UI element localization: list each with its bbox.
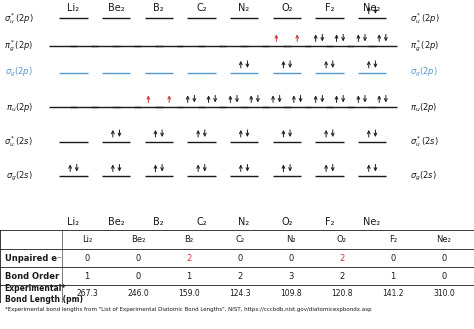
Text: $\sigma_g(2p)$: $\sigma_g(2p)$ <box>5 66 33 79</box>
Text: C₂: C₂ <box>236 235 245 244</box>
Text: $\pi_u(2p)$: $\pi_u(2p)$ <box>6 101 33 114</box>
Text: $\pi_g^*(2p)$: $\pi_g^*(2p)$ <box>410 38 439 54</box>
Text: 1: 1 <box>84 272 90 281</box>
Text: 124.3: 124.3 <box>229 290 251 298</box>
Text: 0: 0 <box>441 272 447 281</box>
Text: $\sigma_u^*(2p)$: $\sigma_u^*(2p)$ <box>3 11 33 26</box>
Text: 0: 0 <box>441 254 447 263</box>
Text: $\sigma_u^*(2s)$: $\sigma_u^*(2s)$ <box>4 134 33 149</box>
Text: $\sigma_u^*(2p)$: $\sigma_u^*(2p)$ <box>410 11 440 26</box>
Text: 310.0: 310.0 <box>433 290 455 298</box>
Text: 3: 3 <box>288 272 293 281</box>
Text: 2: 2 <box>339 272 345 281</box>
Text: Unpaired e⁻: Unpaired e⁻ <box>5 254 61 263</box>
Text: 0: 0 <box>136 272 141 281</box>
Text: $\sigma_g(2s)$: $\sigma_g(2s)$ <box>6 170 33 183</box>
Text: N₂: N₂ <box>238 217 250 227</box>
Text: Li₂: Li₂ <box>67 217 80 227</box>
Text: 0: 0 <box>390 254 395 263</box>
Text: 267.3: 267.3 <box>76 290 98 298</box>
Text: 2: 2 <box>339 254 345 263</box>
Text: 1: 1 <box>390 272 395 281</box>
Text: Ne₂: Ne₂ <box>364 217 381 227</box>
Text: C₂: C₂ <box>196 3 207 13</box>
Text: Be₂: Be₂ <box>108 217 125 227</box>
Text: O₂: O₂ <box>281 217 292 227</box>
Text: $\sigma_g(2s)$: $\sigma_g(2s)$ <box>410 170 437 183</box>
Text: Bond Order: Bond Order <box>5 272 59 281</box>
Text: 1: 1 <box>186 272 191 281</box>
Text: 0: 0 <box>136 254 141 263</box>
Text: $\sigma_u^*(2s)$: $\sigma_u^*(2s)$ <box>410 134 439 149</box>
Text: 0: 0 <box>84 254 90 263</box>
Text: $\sigma_g(2p)$: $\sigma_g(2p)$ <box>410 66 438 79</box>
Text: *Experimental bond lengths from "List of Experimental Diatomic Bond Lengths", NI: *Experimental bond lengths from "List of… <box>5 307 371 312</box>
Text: Li₂: Li₂ <box>67 3 80 13</box>
Text: F₂: F₂ <box>325 3 334 13</box>
Text: Be₂: Be₂ <box>131 235 145 244</box>
Text: 0: 0 <box>237 254 243 263</box>
Text: O₂: O₂ <box>281 3 292 13</box>
Text: 159.0: 159.0 <box>178 290 200 298</box>
Text: 2: 2 <box>186 254 191 263</box>
Text: B₂: B₂ <box>154 217 164 227</box>
Text: N₂: N₂ <box>286 235 296 244</box>
Text: Ne₂: Ne₂ <box>437 235 451 244</box>
Text: B₂: B₂ <box>154 3 164 13</box>
Text: 246.0: 246.0 <box>127 290 149 298</box>
Text: 0: 0 <box>288 254 293 263</box>
Text: Li₂: Li₂ <box>82 235 92 244</box>
Text: C₂: C₂ <box>196 217 207 227</box>
Text: O₂: O₂ <box>337 235 347 244</box>
Text: 2: 2 <box>237 272 243 281</box>
Text: 109.8: 109.8 <box>280 290 302 298</box>
Text: B₂: B₂ <box>184 235 193 244</box>
Text: 120.8: 120.8 <box>331 290 353 298</box>
Text: $\pi_u(2p)$: $\pi_u(2p)$ <box>410 101 438 114</box>
Text: 141.2: 141.2 <box>382 290 403 298</box>
Text: Ne₂: Ne₂ <box>364 3 381 13</box>
Text: Be₂: Be₂ <box>108 3 125 13</box>
Text: Experimental*
Bond Length (pm): Experimental* Bond Length (pm) <box>5 284 83 304</box>
Text: F₂: F₂ <box>325 217 334 227</box>
Text: $\pi_g^*(2p)$: $\pi_g^*(2p)$ <box>4 38 33 54</box>
Text: N₂: N₂ <box>238 3 250 13</box>
Text: F₂: F₂ <box>389 235 397 244</box>
